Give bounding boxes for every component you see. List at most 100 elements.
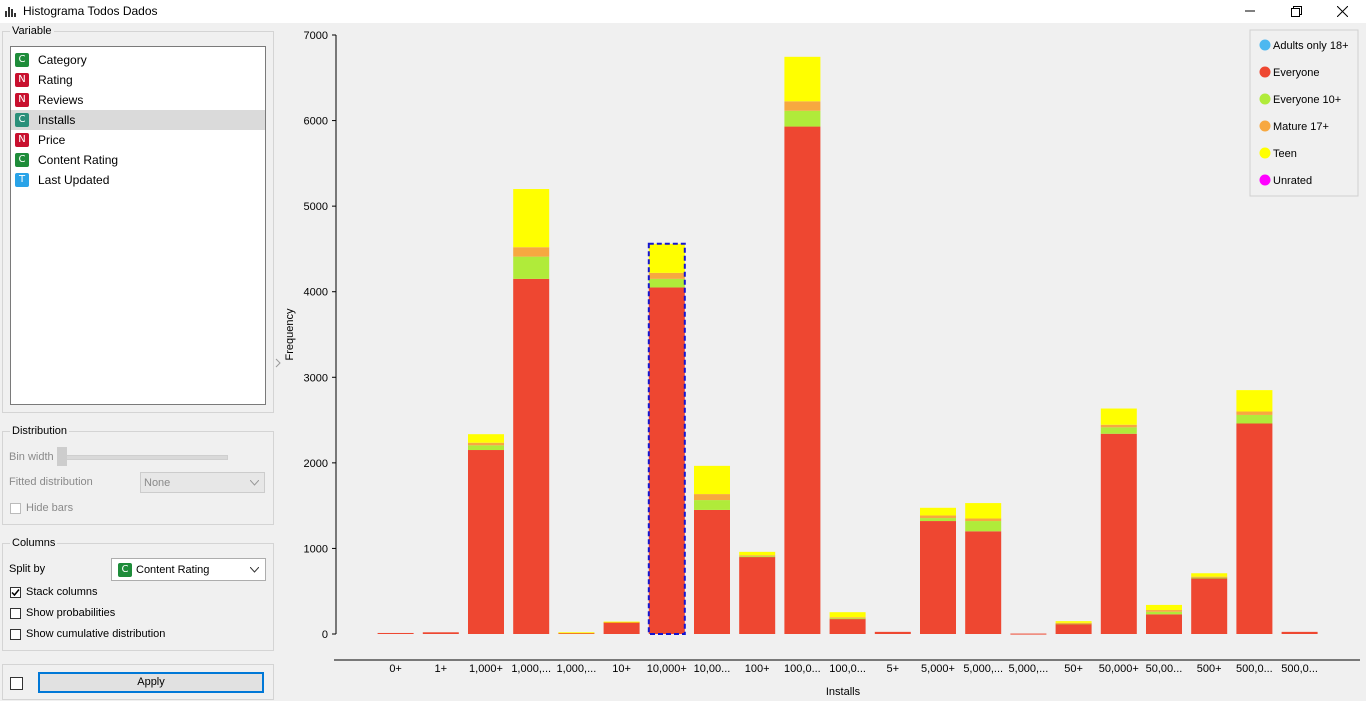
bar-segment-everyone[interactable] xyxy=(739,556,776,634)
bar-segment-everyone[interactable] xyxy=(1191,578,1228,634)
bar-segment-everyone[interactable] xyxy=(1010,633,1047,635)
auto-apply-checkbox[interactable] xyxy=(10,677,23,690)
bar-segment-mature-17-[interactable] xyxy=(1236,411,1273,415)
apply-button[interactable]: Apply xyxy=(38,672,264,693)
bar-segment-everyone[interactable] xyxy=(468,450,504,634)
bar-segment-mature-17-[interactable] xyxy=(1055,622,1092,624)
bar-segment-everyone-10-[interactable] xyxy=(965,521,1002,532)
close-button[interactable] xyxy=(1319,0,1365,22)
bar-segment-everyone-10-[interactable] xyxy=(1236,414,1273,424)
bar-segment-mature-17-[interactable] xyxy=(920,515,956,519)
bar-segment-everyone[interactable] xyxy=(422,632,459,634)
splitter-chevron-icon[interactable] xyxy=(275,358,281,368)
minimize-button[interactable] xyxy=(1227,0,1273,22)
bin-width-slider-handle[interactable] xyxy=(57,447,67,466)
bar-segment-mature-17-[interactable] xyxy=(468,442,504,446)
selected-bar-outline[interactable] xyxy=(647,242,686,635)
bar-segment-mature-17-[interactable] xyxy=(694,494,730,501)
bar-segment-everyone[interactable] xyxy=(1055,623,1092,634)
split-by-label: Split by xyxy=(9,563,46,575)
bar-segment-mature-17-[interactable] xyxy=(829,617,866,619)
bar-segment-everyone[interactable] xyxy=(377,632,414,634)
variable-item-price[interactable]: N Price xyxy=(11,130,265,150)
bar-segment-teen[interactable] xyxy=(920,507,956,516)
bar-segment-mature-17-[interactable] xyxy=(1100,424,1137,428)
bar-segment-everyone[interactable] xyxy=(648,287,685,634)
bar-segment-teen[interactable] xyxy=(603,621,640,623)
bar-segment-mature-17-[interactable] xyxy=(784,101,821,111)
y-tick-label: 4000 xyxy=(304,287,328,299)
bar-segment-everyone-10-[interactable] xyxy=(1100,427,1137,434)
variable-item-rating[interactable]: N Rating xyxy=(11,70,265,90)
stack-columns-checkbox[interactable] xyxy=(10,586,21,598)
bar-segment-everyone[interactable] xyxy=(513,278,550,634)
bar-segment-everyone[interactable] xyxy=(874,631,911,634)
variable-list[interactable]: C Category N Rating N Reviews C Installs N Price C… xyxy=(10,46,266,405)
show-cumulative-option[interactable]: Show cumulative distribution xyxy=(10,628,165,640)
bar-segment-everyone[interactable] xyxy=(694,509,730,634)
restore-button[interactable] xyxy=(1273,0,1319,22)
bar-segment-teen[interactable] xyxy=(1236,390,1273,412)
bar-segment-everyone[interactable] xyxy=(829,618,866,634)
stack-columns-option[interactable]: Stack columns xyxy=(10,586,98,598)
variable-item-reviews[interactable]: N Reviews xyxy=(11,90,265,110)
bar-segment-mature-17-[interactable] xyxy=(1191,576,1228,578)
fitted-distribution-select[interactable]: None xyxy=(140,472,265,493)
split-by-select[interactable]: C Content Rating xyxy=(111,558,266,581)
bar-segment-everyone[interactable] xyxy=(1236,423,1273,634)
bar-segment-everyone-10-[interactable] xyxy=(513,256,550,279)
bar-segment-teen[interactable] xyxy=(468,434,504,443)
bar-segment-mature-17-[interactable] xyxy=(1146,610,1182,612)
variable-type-icon: N xyxy=(15,133,29,147)
bar-segment-everyone-10-[interactable] xyxy=(1146,611,1182,615)
variable-item-category[interactable]: C Category xyxy=(11,50,265,70)
hide-bars-option[interactable]: Hide bars xyxy=(10,502,73,514)
bar-segment-teen[interactable] xyxy=(513,189,550,248)
show-cumulative-checkbox[interactable] xyxy=(10,628,21,640)
y-tick-label: 1000 xyxy=(304,543,328,555)
bar-segment-teen[interactable] xyxy=(784,56,821,102)
bar-segment-mature-17-[interactable] xyxy=(965,518,1002,522)
bar-segment-teen[interactable] xyxy=(558,632,595,634)
bar-segment-mature-17-[interactable] xyxy=(739,555,776,557)
bar-segment-everyone[interactable] xyxy=(784,126,821,634)
legend-swatch xyxy=(1259,120,1271,132)
bar-segment-everyone-10-[interactable] xyxy=(1191,577,1228,579)
bar-segment-everyone[interactable] xyxy=(1281,631,1318,634)
bin-width-slider-track[interactable] xyxy=(62,455,228,460)
bar-segment-everyone[interactable] xyxy=(558,632,595,634)
show-probabilities-option[interactable]: Show probabilities xyxy=(10,607,115,619)
bar-segment-everyone-10-[interactable] xyxy=(739,556,776,558)
bar-segment-teen[interactable] xyxy=(1100,408,1137,425)
variable-item-installs[interactable]: C Installs xyxy=(11,110,265,130)
chevron-down-icon xyxy=(250,567,259,573)
legend-label: Everyone 10+ xyxy=(1273,94,1341,106)
show-probabilities-checkbox[interactable] xyxy=(10,607,21,619)
variable-item-last-updated[interactable]: T Last Updated xyxy=(11,170,265,190)
bar-segment-everyone[interactable] xyxy=(920,521,956,634)
bar-segment-teen[interactable] xyxy=(965,503,1002,519)
bar-segment-mature-17-[interactable] xyxy=(513,247,550,257)
hide-bars-checkbox[interactable] xyxy=(10,502,21,514)
bar-segment-teen[interactable] xyxy=(1191,573,1228,577)
bar-segment-mature-17-[interactable] xyxy=(648,272,685,279)
bar-segment-everyone-10-[interactable] xyxy=(468,445,504,451)
bar-segment-everyone[interactable] xyxy=(1100,433,1137,634)
histogram-chart[interactable]: 0 1000 2000 3000 4000 5000 6000 7000 Frequency In… xyxy=(280,23,1366,701)
bar-segment-teen[interactable] xyxy=(1055,621,1092,623)
bar-segment-everyone-10-[interactable] xyxy=(920,518,956,522)
bar-segment-everyone-10-[interactable] xyxy=(829,618,866,620)
bar-segment-teen[interactable] xyxy=(739,551,776,556)
bar-segment-teen[interactable] xyxy=(694,465,730,495)
bar-segment-everyone[interactable] xyxy=(603,622,640,634)
bar-segment-everyone-10-[interactable] xyxy=(784,110,821,127)
bar-segment-everyone[interactable] xyxy=(965,531,1002,634)
x-tick-label: 0+ xyxy=(389,663,402,675)
bar-segment-teen[interactable] xyxy=(829,612,866,618)
bar-segment-teen[interactable] xyxy=(1146,604,1182,611)
bar-segment-everyone-10-[interactable] xyxy=(694,500,730,510)
variable-item-content-rating[interactable]: C Content Rating xyxy=(11,150,265,170)
bar-segment-everyone-10-[interactable] xyxy=(648,278,685,288)
bar-segment-teen[interactable] xyxy=(648,243,685,273)
bar-segment-everyone[interactable] xyxy=(1146,614,1182,634)
